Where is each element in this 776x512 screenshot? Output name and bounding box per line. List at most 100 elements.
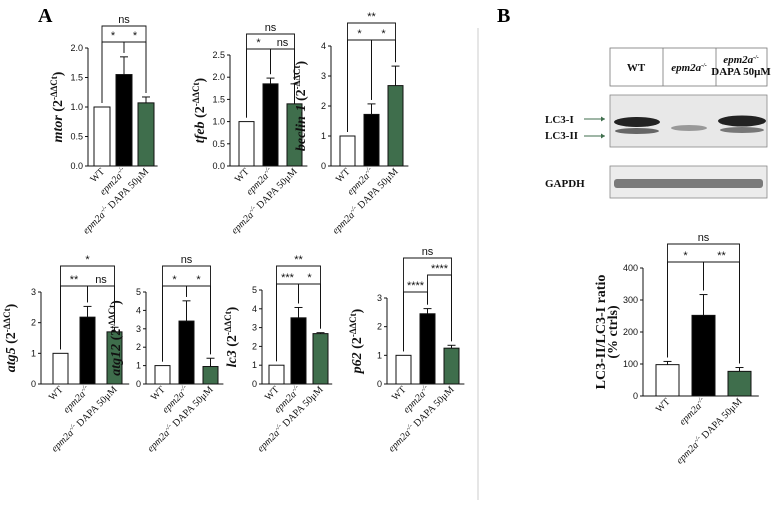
y-tick-label: 5 [136,287,141,297]
significance-label: * [196,274,201,286]
ylabel-close: ) [350,308,365,313]
category-superscript: -/- [262,164,273,175]
y-tick-label: 3 [31,287,36,297]
bar-epm2a [691,314,716,397]
lc3-ii-band [720,127,764,133]
y-tick-label: 0.5 [70,132,83,142]
western-blot: WT epm2a-/- epm2a-/- DAPA 50μM LC3-I LC3… [545,47,771,199]
significance-label: ns [118,14,130,26]
significance-label: ** [70,274,79,286]
category-superscript: -/- [363,164,374,175]
y-tick-label: 3 [136,324,141,334]
gene-name: p62 [350,352,365,374]
bar-wt [395,354,412,385]
x-category-label: WT [149,384,168,403]
bar-wt [93,106,111,167]
panel-label-a: A [38,5,53,27]
significance-label: * [256,37,261,49]
category-name: WT [390,384,409,403]
y-tick-label: 1 [252,360,257,370]
significance-label: ** [294,254,303,266]
bar-epm2a [178,320,195,385]
category-superscript: -/- [247,203,258,214]
significance-label: ** [717,250,726,262]
bar-wt [655,364,680,397]
blot-lane-dapa: epm2a-/- [723,54,759,66]
y-tick-label: 200 [623,327,638,337]
category-name: WT [149,384,168,403]
y-tick-label: 1 [31,348,36,358]
y-tick-label: 2.0 [212,72,225,82]
ylabel-superscript: -ΔΔCt [348,313,358,337]
significance-label: *** [281,272,295,284]
ylabel-close: ) [193,77,208,82]
y-axis-label: tfeb (2-ΔΔCt) [191,77,208,143]
significance-label: ns [265,22,277,34]
category-suffix: DAPA 50μM [698,396,745,443]
ylabel-close: ) [51,71,66,76]
arrowhead [601,116,605,122]
ylabel-suffix: (2 [51,100,66,115]
bar-dapa [727,370,752,397]
y-tick-label: 1 [136,361,141,371]
ylabel-superscript: -ΔΔCt [107,305,117,329]
y-tick-label: 1 [377,350,382,360]
category-superscript: -/- [419,382,430,393]
category-superscript: -/- [178,382,189,393]
category-name: WT [47,384,66,403]
significance-label: * [133,30,138,42]
y-tick-label: 4 [321,41,326,51]
lc3-i-band [614,117,660,127]
gene-name: lc3 [225,350,240,367]
label-lc3-ii: LC3-II [545,130,578,142]
bar-wt [268,364,285,385]
significance-bracket [427,274,452,342]
ylabel-superscript: -ΔΔCt [49,76,59,100]
y-tick-label: 1.5 [212,94,225,104]
significance-label: **** [431,263,449,275]
panel-label-b: B [497,5,510,27]
blot-lane-dapa-line2: DAPA 50μM [711,66,771,78]
y-tick-label: 2 [252,341,257,351]
significance-label: ** [367,11,376,23]
y-tick-label: 2.5 [212,50,225,60]
category-superscript: -/- [98,203,109,214]
significance-bracket [270,48,295,80]
blot-lane-header-box [609,47,768,87]
y-tick-label: 300 [623,295,638,305]
gene-name: beclin-1 [294,104,309,151]
significance-label: ns [181,254,193,266]
significance-bracket [186,285,211,355]
y-axis-label: atg12 (2-ΔΔCt) [107,300,124,376]
y-tick-label: 1 [321,131,326,141]
ylabel-suffix: (2 [294,89,309,104]
bar-wt [339,135,356,167]
significance-bracket [123,41,147,93]
bar-dapa [137,102,155,167]
bar-epm2a [290,317,307,385]
y-tick-label: 3 [377,293,382,303]
x-category-label: epm2a-/- DAPA 50μM [673,395,745,467]
y-tick-label: 100 [623,359,638,369]
ylabel-superscript: -ΔΔCt [191,82,201,106]
lc3-i-band [718,115,766,127]
ylabel-suffix: (2 [4,332,19,347]
arrowhead [601,133,605,139]
bar-dapa [387,85,404,167]
y-tick-label: 1.0 [212,117,225,127]
x-category-label: WT [233,166,252,185]
lc3-ii-band [671,125,707,131]
y-tick-label: 0 [377,379,382,389]
significance-label: * [357,28,362,40]
bar-wt [238,121,255,167]
ylabel-close: ) [294,61,309,66]
bar-epm2a [419,313,436,385]
y-axis-label: LC3-II/LC3-I ratio [594,275,609,390]
x-category-label: epm2a-/- [676,394,709,427]
bar-dapa [312,333,329,385]
gene-name: atg12 [109,344,124,376]
ylabel-close: ) [225,306,240,311]
